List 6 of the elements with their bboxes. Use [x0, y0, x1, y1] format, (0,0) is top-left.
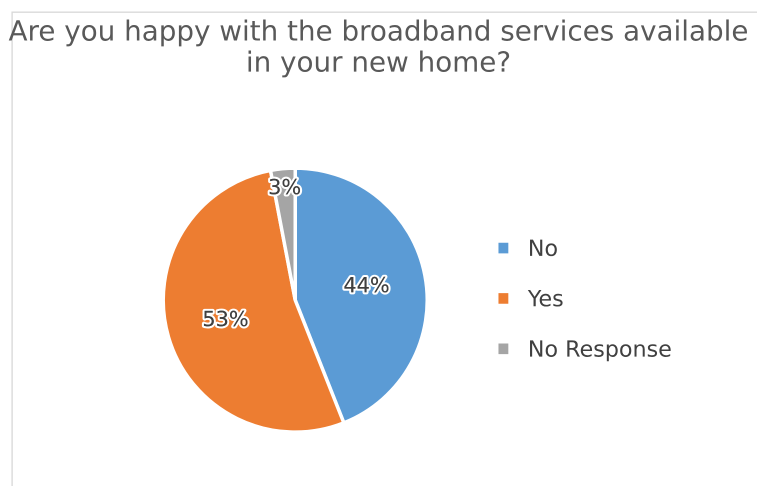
legend-label: No: [530, 240, 557, 256]
chart-title: Are you happy with the broadband services available in your new home?: [8, 19, 747, 78]
data-label: 44%: [344, 276, 389, 293]
legend-label: Yes: [528, 290, 563, 307]
legend-label: No Response: [530, 340, 671, 362]
data-label: 53%: [204, 310, 248, 326]
